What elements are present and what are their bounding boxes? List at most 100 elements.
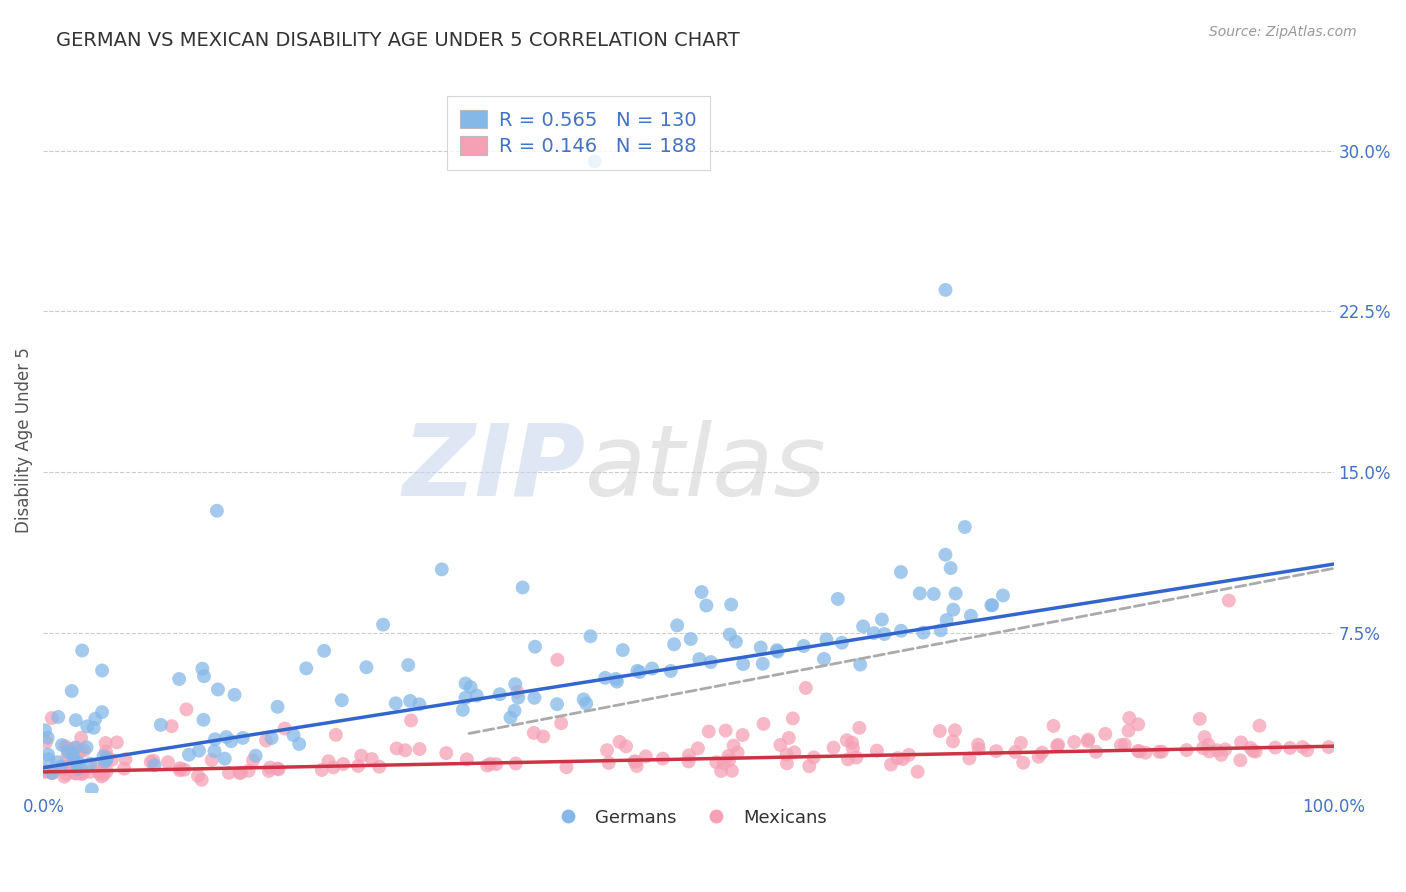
Point — [228, 766, 250, 780]
Point — [1218, 593, 1240, 607]
Point — [114, 752, 136, 766]
Point — [714, 723, 737, 738]
Point — [1317, 739, 1340, 754]
Point — [70, 731, 93, 745]
Point — [749, 640, 772, 655]
Text: Source: ZipAtlas.com: Source: ZipAtlas.com — [1209, 25, 1357, 39]
Point — [69, 744, 91, 758]
Point — [721, 764, 744, 778]
Point — [499, 710, 522, 724]
Point — [66, 766, 89, 780]
Point — [1077, 732, 1099, 747]
Point — [86, 757, 108, 772]
Point — [112, 762, 135, 776]
Point — [83, 721, 105, 735]
Point — [503, 704, 526, 718]
Point — [100, 753, 122, 767]
Point — [56, 762, 79, 776]
Point — [612, 643, 634, 657]
Point — [96, 750, 118, 764]
Point — [224, 688, 246, 702]
Point — [623, 755, 645, 769]
Point — [1278, 741, 1301, 756]
Point — [929, 624, 952, 638]
Point — [849, 657, 872, 672]
Point — [624, 755, 647, 769]
Point — [254, 733, 277, 747]
Point — [169, 764, 191, 778]
Point — [813, 652, 835, 666]
Point — [1198, 744, 1220, 758]
Point — [408, 742, 430, 756]
Point — [173, 763, 195, 777]
Point — [266, 762, 288, 776]
Point — [215, 730, 238, 744]
Point — [90, 769, 112, 783]
Point — [63, 758, 86, 772]
Point — [479, 756, 502, 771]
Point — [783, 745, 806, 759]
Point — [512, 581, 534, 595]
Point — [347, 759, 370, 773]
Point — [260, 731, 283, 745]
Point — [1239, 740, 1261, 755]
Point — [485, 757, 508, 772]
Point — [752, 657, 775, 671]
Point — [886, 751, 908, 765]
Point — [93, 755, 115, 769]
Point — [384, 696, 406, 710]
Point — [39, 765, 62, 780]
Point — [823, 740, 845, 755]
Point — [967, 742, 990, 756]
Point — [89, 766, 111, 780]
Point — [776, 756, 799, 771]
Point — [614, 739, 637, 754]
Point — [546, 697, 568, 711]
Point — [505, 756, 527, 771]
Point — [76, 719, 98, 733]
Text: ZIP: ZIP — [402, 419, 585, 516]
Legend: Germans, Mexicans: Germans, Mexicans — [543, 801, 834, 834]
Point — [201, 753, 224, 767]
Point — [583, 154, 606, 169]
Point — [42, 765, 65, 780]
Point — [626, 664, 648, 678]
Point — [1128, 717, 1150, 731]
Point — [1213, 742, 1236, 756]
Point — [815, 632, 838, 647]
Point — [187, 769, 209, 783]
Point — [934, 548, 956, 562]
Point — [605, 672, 627, 686]
Point — [56, 750, 79, 764]
Point — [430, 562, 453, 576]
Point — [634, 749, 657, 764]
Point — [934, 283, 956, 297]
Point — [55, 767, 77, 781]
Point — [710, 764, 733, 778]
Point — [371, 617, 394, 632]
Point — [991, 589, 1014, 603]
Point — [1109, 738, 1132, 752]
Point — [259, 761, 281, 775]
Text: GERMAN VS MEXICAN DISABILITY AGE UNDER 5 CORRELATION CHART: GERMAN VS MEXICAN DISABILITY AGE UNDER 5… — [56, 31, 740, 50]
Point — [96, 764, 118, 779]
Point — [188, 744, 211, 758]
Point — [360, 752, 382, 766]
Point — [890, 565, 912, 579]
Y-axis label: Disability Age Under 5: Disability Age Under 5 — [15, 347, 32, 533]
Point — [942, 602, 965, 616]
Point — [456, 752, 478, 766]
Point — [143, 758, 166, 772]
Point — [609, 735, 631, 749]
Point — [720, 598, 742, 612]
Point — [394, 743, 416, 757]
Point — [167, 672, 190, 686]
Point — [1244, 745, 1267, 759]
Point — [945, 586, 967, 600]
Point — [32, 764, 55, 779]
Point — [1118, 711, 1140, 725]
Point — [41, 711, 63, 725]
Point — [242, 753, 264, 767]
Point — [219, 734, 242, 748]
Point — [79, 756, 101, 771]
